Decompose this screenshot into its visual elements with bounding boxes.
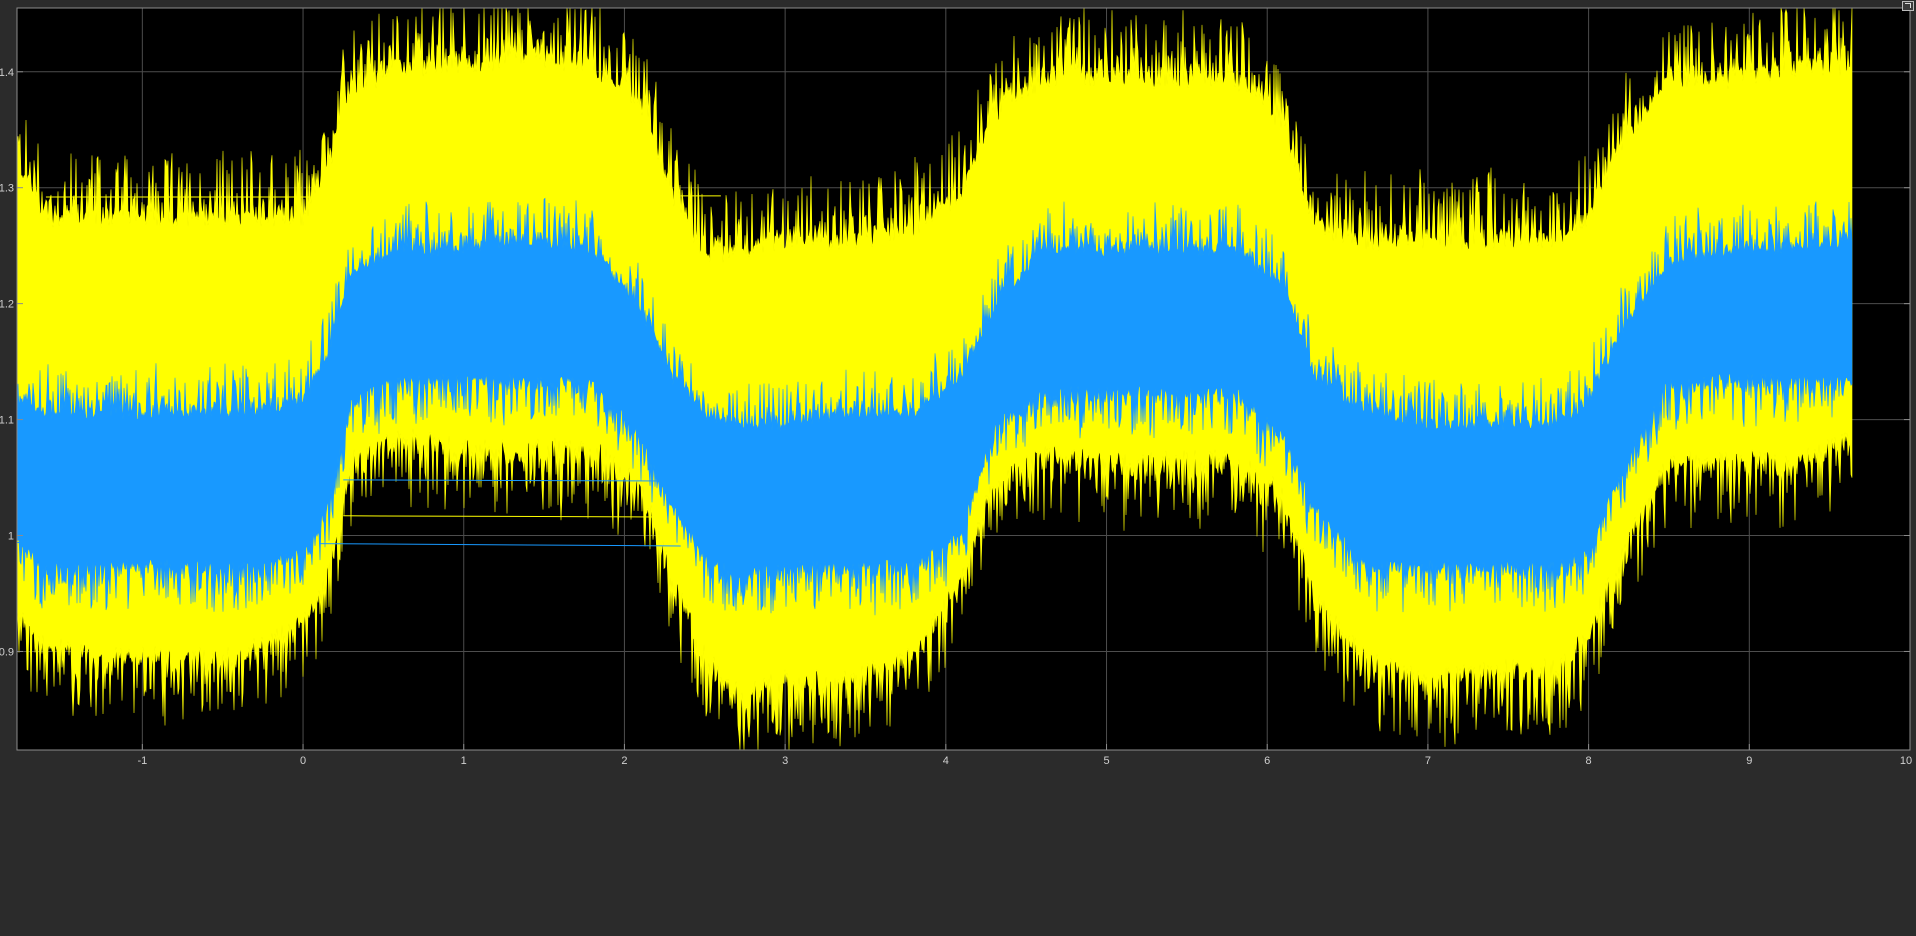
x-tick-label: 10 bbox=[1900, 755, 1912, 767]
x-tick-label: 8 bbox=[1586, 755, 1592, 767]
x-tick-label: 4 bbox=[943, 755, 949, 767]
x-tick-label: 9 bbox=[1746, 755, 1752, 767]
x-tick-label: 6 bbox=[1264, 755, 1270, 767]
x-tick-label: 1 bbox=[461, 755, 467, 767]
maximize-icon[interactable] bbox=[1902, 1, 1914, 11]
x-tick-label: 5 bbox=[1103, 755, 1109, 767]
y-tick-label: 1.3 bbox=[0, 183, 14, 195]
trace-line bbox=[343, 515, 657, 518]
y-tick-label: 0.9 bbox=[0, 646, 14, 658]
x-tick-label: -1 bbox=[137, 755, 147, 767]
trace-line bbox=[319, 543, 681, 547]
axes-border bbox=[16, 7, 1911, 751]
y-tick-label: 1.1 bbox=[0, 415, 14, 427]
series-2-trace bbox=[16, 197, 1853, 616]
x-tick-label: 0 bbox=[300, 755, 306, 767]
x-tick-label: 3 bbox=[782, 755, 788, 767]
y-tick-label: 1.4 bbox=[0, 67, 14, 79]
y-tick-label: 1 bbox=[8, 531, 14, 543]
trace-line bbox=[343, 479, 673, 482]
y-tick-label: 1.2 bbox=[0, 299, 14, 311]
x-tick-label: 2 bbox=[621, 755, 627, 767]
x-tick-label: 7 bbox=[1425, 755, 1431, 767]
